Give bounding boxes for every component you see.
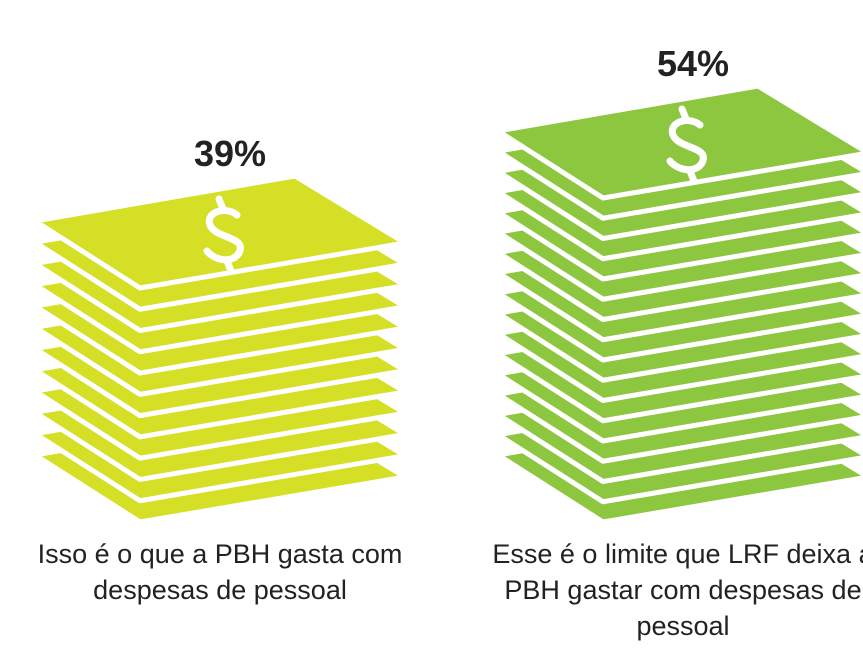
- money-stack: [35, 176, 405, 522]
- value-label: 39%: [194, 133, 266, 174]
- money-stack: [498, 86, 863, 522]
- caption: Isso é o que a PBH gasta com despesas de…: [0, 536, 440, 608]
- infographic: 39% 54% Isso é o que a PBH gasta com desp…: [0, 0, 863, 652]
- value-label: 54%: [657, 43, 729, 84]
- caption: Esse é o limite que LRF deixa a PBH gast…: [463, 536, 863, 644]
